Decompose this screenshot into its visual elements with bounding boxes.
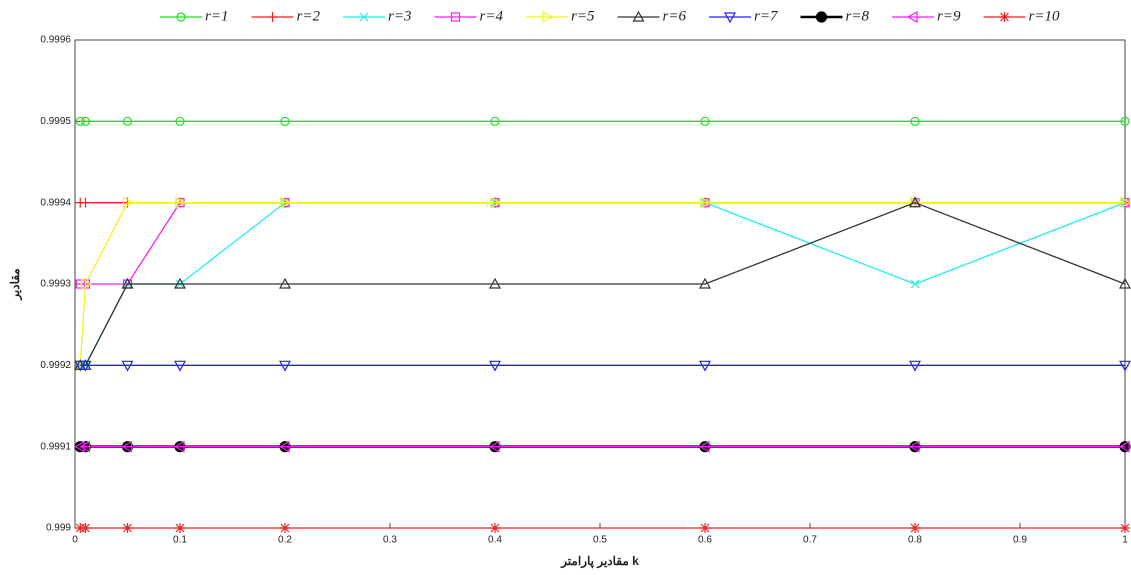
- x-tick-label: 0.6: [698, 535, 712, 546]
- legend-marker: [906, 10, 918, 24]
- data-point: [280, 523, 290, 533]
- data-point: [700, 116, 710, 126]
- data-point: [1118, 277, 1131, 289]
- data-point: [175, 523, 185, 533]
- data-point: [75, 523, 86, 533]
- x-tick-label: 0: [72, 535, 78, 546]
- data-point: [122, 523, 133, 533]
- data-point: [79, 360, 92, 372]
- data-point: [488, 440, 500, 453]
- x-tick-label: 0.1: [173, 535, 187, 546]
- data-point: [698, 360, 712, 372]
- data-point: [488, 360, 502, 372]
- legend-label: r=6: [663, 8, 687, 24]
- data-point: [490, 116, 500, 126]
- legend-marker: [267, 12, 278, 22]
- data-point: [278, 440, 290, 453]
- data-point: [122, 196, 134, 209]
- data-point: [490, 523, 500, 533]
- data-point: [908, 196, 922, 208]
- data-point: [121, 360, 134, 372]
- data-point: [75, 279, 85, 289]
- data-point: [74, 440, 85, 453]
- x-tick-label: 1: [1122, 535, 1128, 546]
- legend-label: r=9: [937, 8, 961, 24]
- legend-label: r=10: [1029, 8, 1060, 24]
- data-point: [910, 279, 920, 289]
- data-point: [700, 523, 710, 533]
- data-point: [80, 197, 91, 208]
- data-point: [910, 116, 920, 126]
- data-point: [122, 116, 133, 126]
- data-point: [488, 277, 502, 289]
- legend-label: r=7: [754, 8, 779, 24]
- data-point: [700, 196, 712, 209]
- x-tick-label: 0.8: [908, 535, 922, 546]
- series-line: [79, 202, 1125, 366]
- data-point: [80, 523, 91, 533]
- data-point: [1120, 523, 1130, 533]
- legend-marker: [450, 12, 461, 22]
- data-point: [1118, 360, 1131, 372]
- legend-marker: [542, 10, 554, 24]
- x-tick-label: 0.3: [383, 535, 397, 546]
- legend-label: r=5: [571, 8, 595, 24]
- legend-marker: [999, 12, 1010, 22]
- data-point: [910, 523, 920, 533]
- x-axis-label: مقادیر پارامتر k: [560, 554, 639, 569]
- data-point: [80, 116, 91, 126]
- y-tick-label: 0.9991: [40, 441, 71, 452]
- data-point: [1120, 116, 1130, 126]
- data-point: [1118, 440, 1130, 453]
- legend-marker: [176, 12, 186, 22]
- data-point: [698, 277, 712, 289]
- legend-marker: [815, 11, 828, 23]
- series-line: [80, 201, 1126, 366]
- legend-label: r=4: [480, 8, 504, 24]
- y-tick-label: 0.9992: [40, 360, 71, 371]
- x-tick-label: 0.9: [1013, 535, 1027, 546]
- data-point: [79, 440, 91, 453]
- legend-label: r=2: [297, 8, 321, 24]
- data-point: [173, 440, 185, 453]
- data-point: [175, 196, 187, 209]
- legend-marker: [359, 12, 369, 22]
- data-point: [173, 360, 187, 372]
- y-tick-label: 0.999: [46, 523, 71, 534]
- data-point: [80, 277, 92, 291]
- legend-marker: [723, 12, 737, 24]
- data-point: [490, 196, 502, 209]
- data-point: [908, 440, 920, 453]
- y-tick-label: 0.9995: [40, 116, 71, 127]
- data-point: [173, 277, 187, 289]
- data-point: [280, 196, 292, 209]
- data-point: [280, 116, 290, 126]
- data-point: [910, 196, 922, 209]
- y-tick-label: 0.9994: [40, 197, 71, 208]
- data-point: [1120, 196, 1131, 209]
- legend-marker: [632, 10, 645, 22]
- legend-label: r=3: [388, 8, 411, 24]
- x-tick-label: 0.7: [803, 535, 817, 546]
- data-point: [278, 360, 292, 372]
- data-point: [698, 440, 710, 453]
- x-tick-label: 0.2: [278, 535, 292, 546]
- data-point: [908, 360, 922, 372]
- x-tick-label: 0.5: [593, 535, 607, 546]
- data-point: [121, 277, 134, 289]
- y-axis-label: مقادیر: [8, 268, 23, 300]
- legend-label: r=8: [846, 8, 870, 24]
- legend-label: r=1: [205, 8, 228, 24]
- y-tick-label: 0.9996: [40, 35, 71, 46]
- data-point: [121, 440, 133, 453]
- data-point: [278, 277, 292, 289]
- data-point: [75, 116, 85, 126]
- x-tick-label: 0.4: [488, 535, 502, 546]
- data-point: [175, 116, 185, 126]
- y-tick-label: 0.9993: [40, 279, 71, 290]
